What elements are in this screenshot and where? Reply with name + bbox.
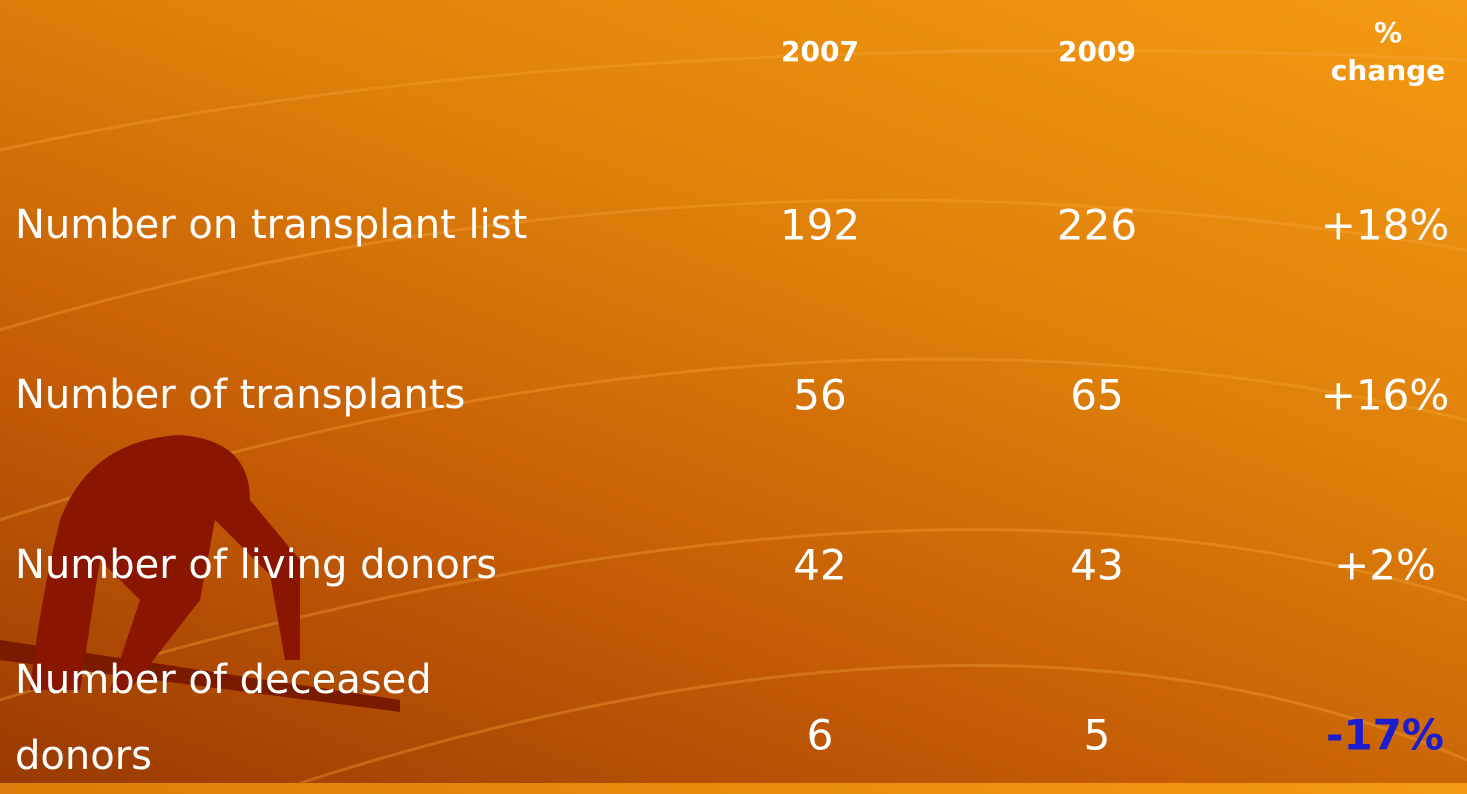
row-label: Number of deceased donors	[15, 642, 535, 794]
column-header: % change	[1318, 14, 1458, 90]
cell: 192	[780, 201, 860, 250]
cell: 226	[1057, 201, 1137, 250]
cell: -17%	[1326, 711, 1444, 760]
cell: 65	[1070, 371, 1123, 420]
slide: 2007 2009 % change Number on transplant …	[0, 0, 1467, 783]
row-label: Number of living donors	[15, 542, 497, 588]
column-header: 2009	[1027, 33, 1167, 71]
row-label: Number on transplant list	[15, 202, 527, 248]
cell: +2%	[1334, 541, 1436, 590]
column-header: 2007	[750, 33, 890, 71]
cell: 6	[807, 711, 834, 760]
cell: 42	[793, 541, 846, 590]
cell: +16%	[1321, 371, 1450, 420]
cell: +18%	[1321, 201, 1450, 250]
cell: 43	[1070, 541, 1123, 590]
row-label: Number of transplants	[15, 372, 465, 418]
cell: 56	[793, 371, 846, 420]
cell: 5	[1084, 711, 1111, 760]
